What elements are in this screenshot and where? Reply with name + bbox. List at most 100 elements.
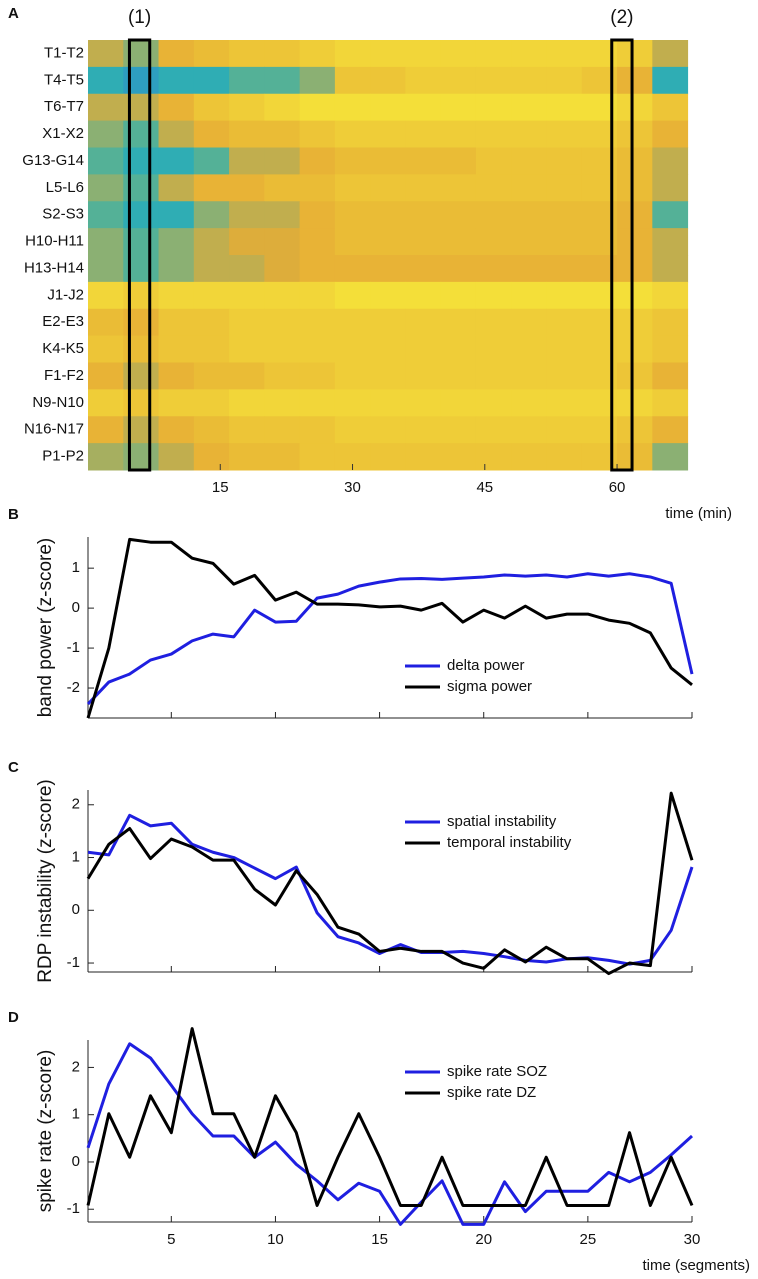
heat-cell <box>299 308 336 337</box>
legend-label: delta power <box>447 657 525 674</box>
heat-cell <box>546 362 583 390</box>
heat-cell <box>617 174 653 202</box>
legend-label: spike rate SOZ <box>447 1063 547 1080</box>
heat-cell <box>475 255 512 283</box>
heat-cell <box>405 255 442 283</box>
x-axis-label: time (segments) <box>642 1257 750 1274</box>
heat-cell <box>299 255 336 283</box>
heat-cell <box>299 40 336 68</box>
heat-cell <box>264 281 301 310</box>
row-label: H10-H11 <box>25 233 84 250</box>
heat-cell <box>158 308 195 337</box>
x-tick-label: 20 <box>475 1231 492 1248</box>
heat-cell <box>264 362 301 390</box>
row-label: L5-L6 <box>46 179 84 196</box>
row-label: T1-T2 <box>44 44 84 61</box>
heat-cell <box>158 120 195 148</box>
heat-cell <box>193 147 230 175</box>
legend-label: sigma power <box>447 678 532 695</box>
heat-cell <box>617 308 653 337</box>
heat-cell <box>299 201 336 229</box>
heat-cell <box>475 66 512 95</box>
heat-cell <box>617 335 653 363</box>
heat-cell <box>511 281 548 310</box>
heat-cell <box>88 281 124 310</box>
heat-cell <box>617 362 653 390</box>
heat-cell <box>440 389 477 417</box>
heat-cell <box>546 40 583 68</box>
heat-cell <box>440 93 477 122</box>
row-label: J1-J2 <box>47 286 84 303</box>
heat-cell <box>229 201 265 229</box>
heat-cell <box>405 228 442 256</box>
y-axis-label: spike rate (z-score) <box>35 1050 56 1213</box>
heat-cell <box>193 362 230 390</box>
heat-cell <box>299 120 336 148</box>
heat-cell <box>511 228 548 256</box>
heat-cell <box>652 93 689 122</box>
y-tick-label: -2 <box>67 679 80 696</box>
heat-cell <box>229 66 265 95</box>
row-label: H13-H14 <box>24 259 84 276</box>
heat-cell <box>193 201 230 229</box>
heat-cell <box>299 362 336 390</box>
panel-label: C <box>8 759 19 776</box>
heat-cell <box>158 416 195 444</box>
heat-cell <box>193 93 230 122</box>
heat-cell <box>193 66 230 95</box>
heat-cell <box>511 201 548 229</box>
heat-cell <box>229 335 265 363</box>
heat-cell <box>88 93 124 122</box>
heat-cell <box>405 201 442 229</box>
heat-cell <box>264 443 301 471</box>
heat-cell <box>334 416 371 444</box>
heat-cell <box>193 416 230 444</box>
heat-cell <box>334 66 371 95</box>
heat-cell <box>475 308 512 337</box>
heat-cell <box>264 147 301 175</box>
heat-cell <box>405 389 442 417</box>
heat-cell <box>334 201 371 229</box>
heat-cell <box>264 228 301 256</box>
heat-cell <box>405 281 442 310</box>
heat-cell <box>229 120 265 148</box>
heat-cell <box>617 40 653 68</box>
heat-cell <box>475 228 512 256</box>
heat-cell <box>370 389 406 417</box>
heat-cell <box>440 147 477 175</box>
x-tick-label: 15 <box>212 479 229 496</box>
heat-cell <box>229 93 265 122</box>
heat-cell <box>370 40 406 68</box>
heat-cell <box>158 389 195 417</box>
heat-cell <box>229 443 265 471</box>
heat-cell <box>334 255 371 283</box>
heat-cell <box>617 93 653 122</box>
heat-cell <box>475 93 512 122</box>
heat-cell <box>334 308 371 337</box>
highlight-box <box>610 38 634 472</box>
x-tick-label: 10 <box>267 1231 284 1248</box>
heat-cell <box>511 389 548 417</box>
heat-cell <box>546 335 583 363</box>
y-tick-label: 1 <box>72 559 80 576</box>
y-tick-label: 0 <box>72 599 80 616</box>
heat-cell <box>334 93 371 122</box>
heat-cell <box>158 281 195 310</box>
heat-cell <box>475 362 512 390</box>
heat-cell <box>511 308 548 337</box>
heat-cell <box>264 201 301 229</box>
heat-cell <box>511 93 548 122</box>
heat-cell <box>511 443 548 471</box>
heat-cell <box>405 443 442 471</box>
panel-label: D <box>8 1009 19 1026</box>
y-tick-label: -1 <box>67 1200 80 1217</box>
heat-cell <box>229 362 265 390</box>
heat-cell <box>511 174 548 202</box>
heat-cell <box>334 335 371 363</box>
heat-cell <box>652 443 689 471</box>
heat-cell <box>229 228 265 256</box>
heat-cell <box>88 66 124 95</box>
heat-cell <box>264 308 301 337</box>
heat-cell <box>264 255 301 283</box>
y-tick-label: 1 <box>72 1106 80 1123</box>
